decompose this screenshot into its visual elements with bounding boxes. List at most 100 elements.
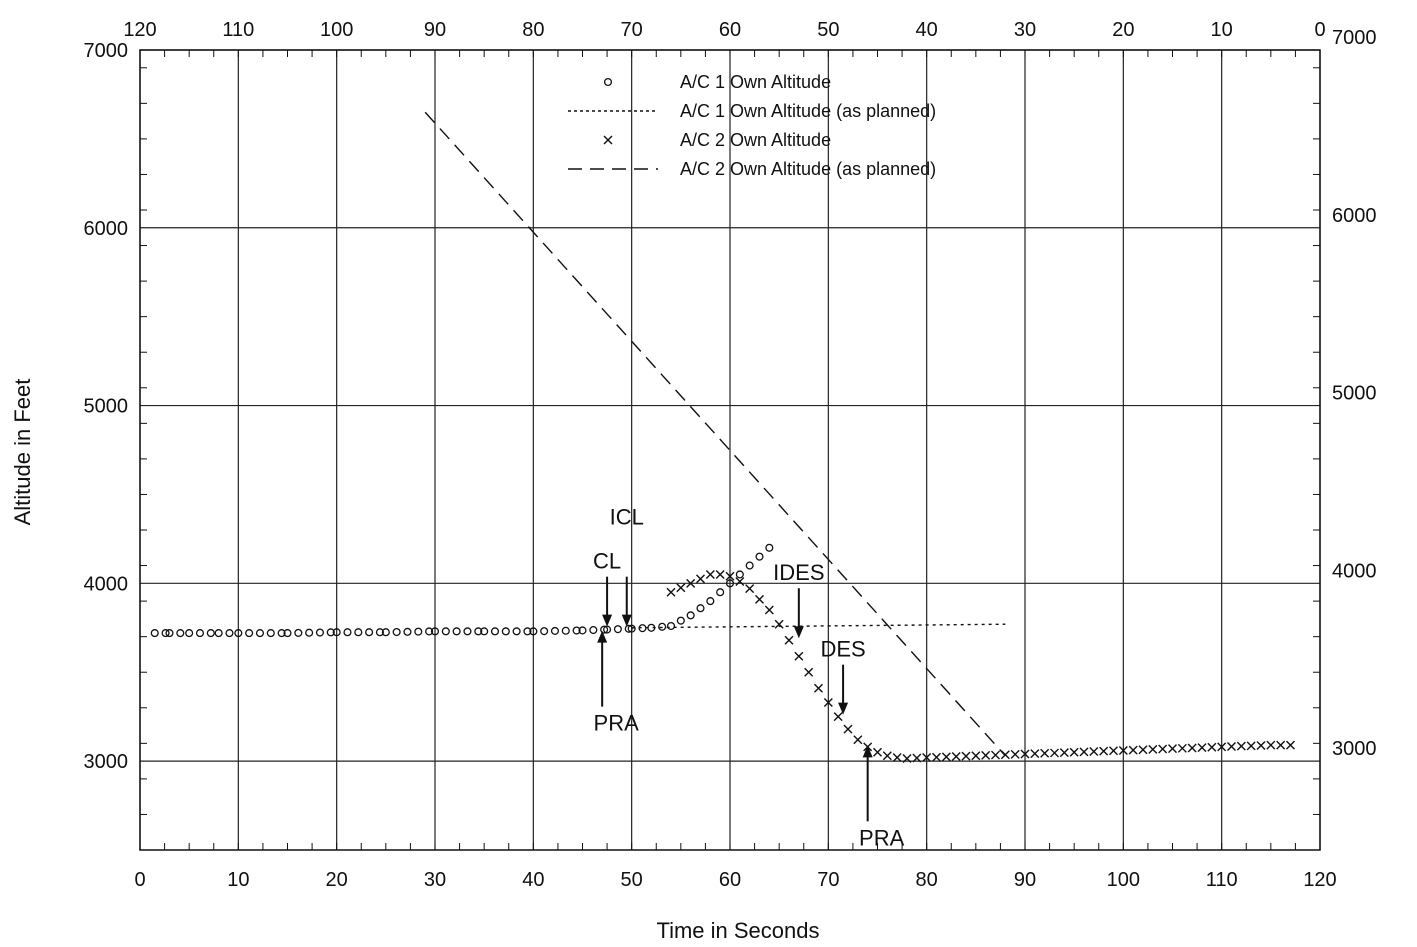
top-tick-label: 80 bbox=[522, 19, 544, 41]
data-point-stroke bbox=[1197, 743, 1207, 753]
data-point-stroke bbox=[1276, 740, 1286, 750]
data-point-stroke bbox=[725, 571, 735, 581]
x-tick-label: 40 bbox=[522, 869, 544, 891]
data-point bbox=[1040, 748, 1050, 758]
data-point bbox=[613, 625, 622, 634]
annotations: CL ICL IDES DES PRA PRA bbox=[593, 505, 905, 851]
data-point bbox=[245, 629, 254, 638]
data-point bbox=[225, 629, 234, 638]
data-point-stroke bbox=[814, 683, 823, 693]
legend-symbol bbox=[603, 135, 613, 145]
data-point-stroke bbox=[892, 753, 902, 763]
data-point bbox=[1118, 745, 1128, 755]
annotation-arrow-head bbox=[862, 745, 873, 758]
data-point bbox=[1276, 740, 1286, 750]
data-point-stroke bbox=[1089, 747, 1099, 757]
data-point-stroke bbox=[1010, 749, 1020, 759]
annotation-icl: ICL bbox=[610, 505, 644, 627]
data-point-stroke bbox=[774, 619, 784, 629]
data-point-stroke bbox=[1168, 744, 1177, 754]
data-point bbox=[1256, 740, 1266, 750]
data-point bbox=[463, 627, 472, 636]
annotation-arrow-head bbox=[597, 630, 608, 643]
data-point-stroke bbox=[961, 751, 971, 761]
x-tick-label: 90 bbox=[1014, 869, 1036, 891]
data-point bbox=[185, 629, 194, 638]
data-point-stroke bbox=[1079, 747, 1089, 757]
data-point bbox=[1128, 745, 1138, 755]
annotation-pra: PRA bbox=[859, 745, 905, 850]
y-tick-label: 6000 bbox=[84, 218, 129, 240]
x-tick-label: 20 bbox=[326, 869, 348, 891]
data-point-stroke bbox=[1246, 741, 1256, 751]
data-point-stroke bbox=[882, 751, 892, 761]
data-point bbox=[425, 627, 434, 636]
data-point bbox=[1030, 749, 1040, 759]
data-point bbox=[922, 753, 932, 763]
data-point bbox=[403, 627, 412, 636]
data-point bbox=[381, 628, 390, 637]
annotation-arrow-head bbox=[838, 702, 849, 715]
data-point bbox=[283, 629, 292, 638]
data-point-stroke bbox=[922, 753, 932, 763]
data-point bbox=[814, 683, 823, 693]
data-point-stroke bbox=[804, 667, 814, 677]
data-point-stroke bbox=[951, 751, 961, 761]
data-point bbox=[354, 628, 363, 637]
data-point bbox=[1197, 743, 1207, 753]
data-point bbox=[725, 571, 735, 581]
data-point bbox=[892, 753, 902, 763]
data-point-stroke bbox=[843, 724, 853, 734]
data-point bbox=[480, 627, 489, 636]
data-point bbox=[735, 577, 745, 587]
data-point bbox=[1050, 748, 1059, 758]
data-point-stroke bbox=[686, 578, 696, 588]
right-y-tick-label: 6000 bbox=[1332, 205, 1377, 227]
data-point-stroke bbox=[1050, 748, 1059, 758]
x-tick-label: 10 bbox=[227, 869, 249, 891]
series-line bbox=[631, 623, 1006, 629]
data-point bbox=[266, 629, 275, 638]
data-point bbox=[529, 627, 538, 636]
data-point bbox=[600, 625, 609, 634]
series-4 bbox=[424, 111, 1006, 757]
data-point bbox=[666, 587, 676, 597]
data-point bbox=[441, 627, 450, 636]
data-point bbox=[165, 629, 174, 638]
data-point bbox=[804, 667, 814, 677]
data-point bbox=[512, 627, 521, 636]
data-point bbox=[1059, 748, 1069, 758]
annotation-label: DES bbox=[820, 637, 865, 662]
data-point-stroke bbox=[705, 569, 715, 579]
data-point bbox=[882, 751, 892, 761]
series-line bbox=[424, 111, 1006, 757]
data-point-stroke bbox=[1266, 740, 1276, 750]
legend-symbol-stroke bbox=[603, 135, 613, 145]
data-point-stroke bbox=[833, 712, 843, 722]
data-point bbox=[161, 629, 170, 638]
data-point bbox=[715, 569, 725, 579]
series-2 bbox=[631, 623, 1006, 629]
data-point-stroke bbox=[1069, 747, 1079, 757]
legend-label: A/C 1 Own Altitude bbox=[680, 72, 831, 92]
data-point-stroke bbox=[941, 752, 951, 762]
top-tick-label: 10 bbox=[1211, 19, 1233, 41]
legend-entry-1: A/C 1 Own Altitude bbox=[603, 72, 831, 92]
data-point-stroke bbox=[823, 697, 833, 707]
data-point bbox=[735, 570, 744, 579]
data-point bbox=[1020, 749, 1030, 759]
annotation-arrow-head bbox=[602, 614, 613, 627]
top-tick-label: 110 bbox=[222, 19, 254, 41]
data-point-stroke bbox=[676, 583, 686, 593]
data-point-stroke bbox=[1187, 743, 1197, 753]
data-point bbox=[150, 629, 159, 638]
y-tick-label: 4000 bbox=[84, 573, 129, 595]
data-point bbox=[375, 628, 384, 637]
x-tick-label: 30 bbox=[424, 869, 446, 891]
legend-symbol bbox=[603, 77, 613, 87]
annotation-label: CL bbox=[593, 549, 621, 574]
data-point-stroke bbox=[1177, 743, 1187, 753]
data-point bbox=[474, 627, 483, 636]
annotation-des: DES bbox=[820, 637, 866, 715]
data-point bbox=[523, 627, 532, 636]
